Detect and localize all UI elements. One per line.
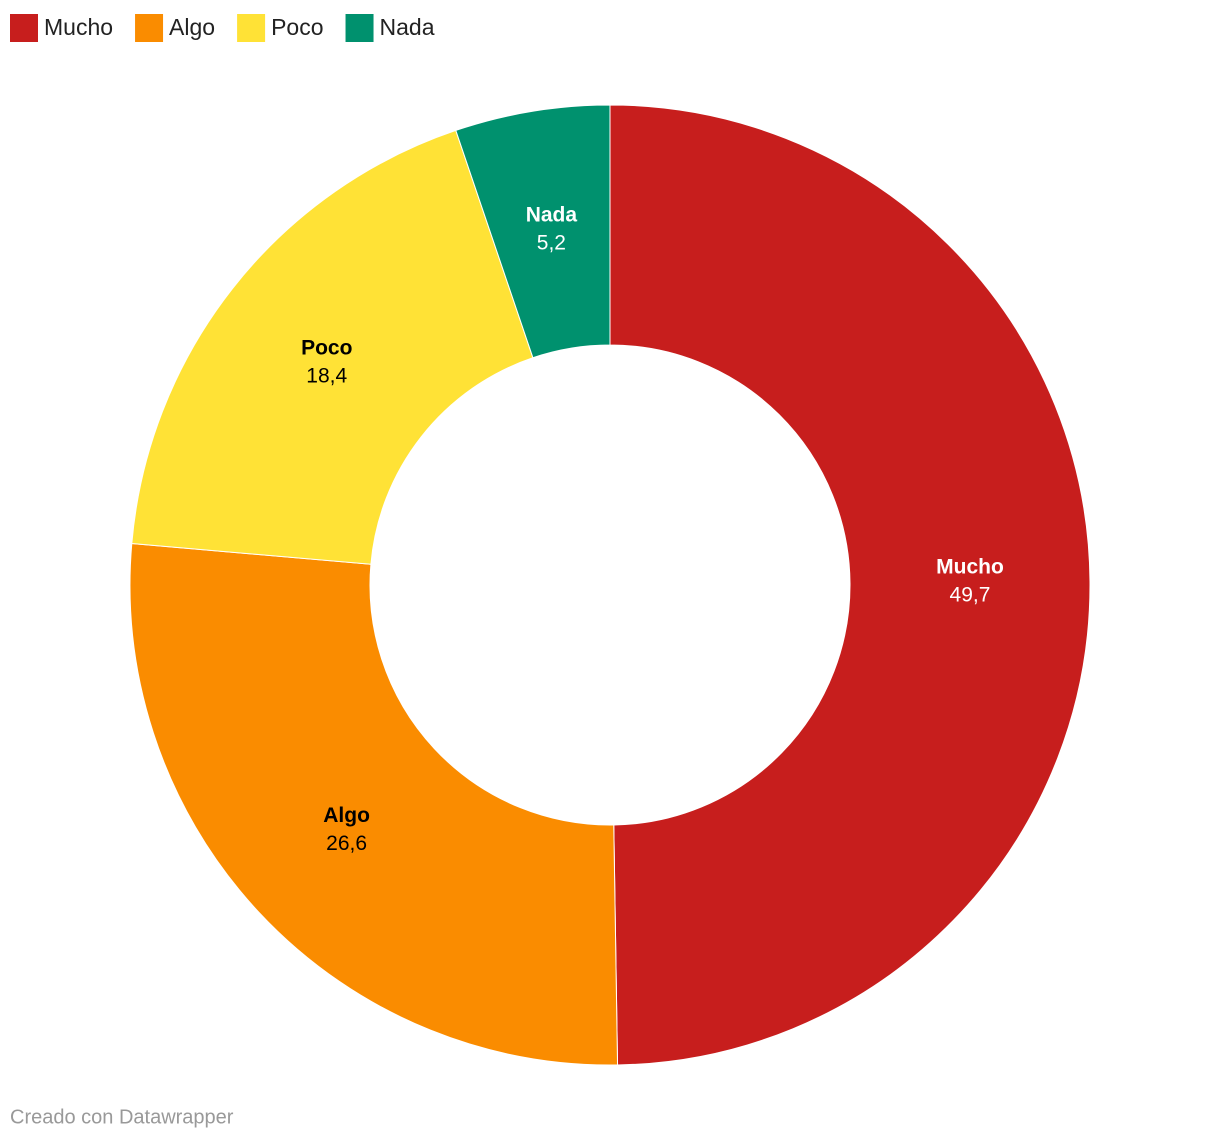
donut-slice (455, 104, 611, 359)
slice-value: 18,4 (306, 364, 347, 387)
donut-slice (129, 542, 619, 1066)
slice-label: Nada (526, 203, 578, 226)
slice-label: Mucho (936, 556, 1004, 579)
source-note: Creado con Datawrapper (10, 1106, 234, 1128)
legend-swatch (345, 14, 374, 42)
slice-value: 49,7 (950, 584, 991, 607)
legend-swatch (135, 14, 164, 42)
slice-label: Algo (323, 804, 370, 827)
legend-label: Poco (271, 14, 323, 40)
legend-label: Mucho (44, 14, 113, 40)
legend-swatch (237, 14, 266, 42)
donut-slice (609, 104, 1091, 1066)
legend-label: Algo (169, 14, 215, 40)
donut-slice (131, 129, 534, 565)
legend-swatch (10, 14, 38, 42)
legend-label: Nada (380, 14, 435, 40)
slice-value: 26,6 (326, 832, 367, 855)
slice-value: 5,2 (537, 231, 566, 254)
slice-label: Poco (301, 336, 352, 359)
